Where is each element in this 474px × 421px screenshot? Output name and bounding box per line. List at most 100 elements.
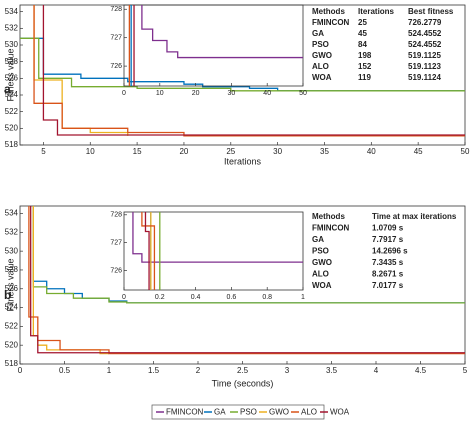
y-tick-label: 727	[110, 35, 122, 42]
y-tick-label: 522	[5, 321, 19, 330]
table-header: Time at max iterations	[372, 212, 457, 221]
x-tick-label: 30	[273, 147, 282, 156]
table-cell: 524.4552	[408, 29, 442, 38]
table-cell: 524.4552	[408, 40, 442, 49]
y-tick-label: 522	[5, 107, 19, 116]
series-line	[32, 206, 109, 355]
series-line	[20, 37, 465, 92]
table-header: Best fitness	[408, 7, 454, 16]
x-tick-label: 0.6	[227, 294, 237, 301]
y-tick-label: 726	[110, 267, 122, 274]
series-line	[132, 212, 303, 263]
table-cell: FMINCON	[312, 224, 350, 233]
y-tick-label: 520	[5, 123, 19, 132]
y-tick-label: 530	[5, 246, 19, 255]
series-line	[42, 5, 465, 136]
x-tick-label: 0.4	[191, 294, 201, 301]
series-line	[28, 206, 465, 355]
legend-label: FMINCON	[166, 408, 204, 417]
x-tick-label: 2.5	[237, 366, 249, 375]
table-cell: GWO	[312, 51, 332, 60]
table-cell: WOA	[312, 73, 332, 82]
table-cell: 8.2671 s	[372, 270, 404, 279]
panel-label: b	[4, 288, 11, 302]
x-tick-label: 0.8	[262, 294, 272, 301]
x-tick-label: 0	[122, 90, 126, 97]
y-axis-label: Fitness value	[5, 48, 15, 101]
y-tick-label: 728	[110, 6, 122, 13]
x-tick-label: 10	[156, 90, 164, 97]
table-cell: ALO	[312, 270, 329, 279]
table-cell: FMINCON	[312, 18, 350, 27]
x-tick-label: 45	[414, 147, 423, 156]
legend-label: GWO	[269, 408, 289, 417]
legend-label: WOA	[330, 408, 350, 417]
table-cell: PSO	[312, 40, 329, 49]
legend-label: PSO	[240, 408, 257, 417]
x-tick-label: 1	[301, 294, 305, 301]
table-cell: GA	[312, 235, 324, 244]
table-cell: WOA	[312, 281, 332, 290]
y-tick-label: 727	[110, 239, 122, 246]
x-tick-label: 0.2	[155, 294, 165, 301]
x-tick-label: 25	[226, 147, 235, 156]
plot-area	[123, 4, 304, 87]
x-tick-label: 4.5	[415, 366, 427, 375]
x-tick-label: 0.5	[59, 366, 71, 375]
x-tick-label: 5	[41, 147, 46, 156]
table-cell: 152	[358, 62, 372, 71]
y-tick-label: 518	[5, 359, 19, 368]
table-cell: 519.1123	[408, 62, 441, 71]
y-tick-label: 524	[5, 303, 19, 312]
table-cell: GWO	[312, 258, 332, 267]
table-header: Methods	[312, 212, 345, 221]
y-tick-label: 532	[5, 23, 19, 32]
legend-label: GA	[214, 408, 226, 417]
x-tick-label: 3.5	[326, 366, 338, 375]
series-line	[30, 206, 465, 354]
x-tick-label: 50	[299, 90, 307, 97]
series-line	[20, 37, 465, 92]
x-tick-label: 1.5	[148, 366, 160, 375]
x-axis-label: Time (seconds)	[212, 378, 274, 388]
x-tick-label: 15	[133, 147, 142, 156]
y-tick-label: 526	[5, 73, 19, 82]
y-tick-label: 726	[110, 63, 122, 70]
x-axis-label: Iterations	[224, 156, 262, 166]
y-tick-label: 528	[5, 265, 19, 274]
x-tick-label: 40	[263, 90, 271, 97]
x-tick-label: 0	[122, 294, 126, 301]
x-tick-label: 3	[285, 366, 290, 375]
x-tick-label: 5	[463, 366, 468, 375]
table-cell: 726.2779	[408, 18, 442, 27]
y-tick-label: 518	[5, 140, 19, 149]
plot-area	[123, 211, 304, 291]
y-tick-label: 530	[5, 40, 19, 49]
y-tick-label: 534	[5, 209, 19, 218]
table-cell: 7.0177 s	[372, 281, 404, 290]
x-tick-label: 35	[320, 147, 329, 156]
table-cell: 519.1124	[408, 73, 441, 82]
y-tick-label: 728	[110, 212, 122, 219]
x-tick-label: 20	[192, 90, 200, 97]
table-cell: ALO	[312, 62, 329, 71]
y-tick-label: 534	[5, 7, 19, 16]
series-line	[141, 5, 303, 59]
table-cell: 7.3435 s	[372, 258, 404, 267]
table-cell: 119	[358, 73, 371, 82]
x-tick-label: 10	[86, 147, 95, 156]
plot-area	[19, 4, 466, 146]
table-header: Methods	[312, 7, 345, 16]
table-cell: PSO	[312, 247, 329, 256]
table-cell: 45	[358, 29, 367, 38]
table-cell: 519.1125	[408, 51, 441, 60]
table-cell: 198	[358, 51, 372, 60]
table-cell: 1.0709 s	[372, 224, 404, 233]
table-cell: 14.2696 s	[372, 247, 408, 256]
y-tick-label: 520	[5, 340, 19, 349]
y-axis-label: Fitness value	[5, 258, 15, 311]
x-tick-label: 40	[367, 147, 376, 156]
legend-label: ALO	[301, 408, 317, 417]
table-cell: 25	[358, 18, 367, 27]
